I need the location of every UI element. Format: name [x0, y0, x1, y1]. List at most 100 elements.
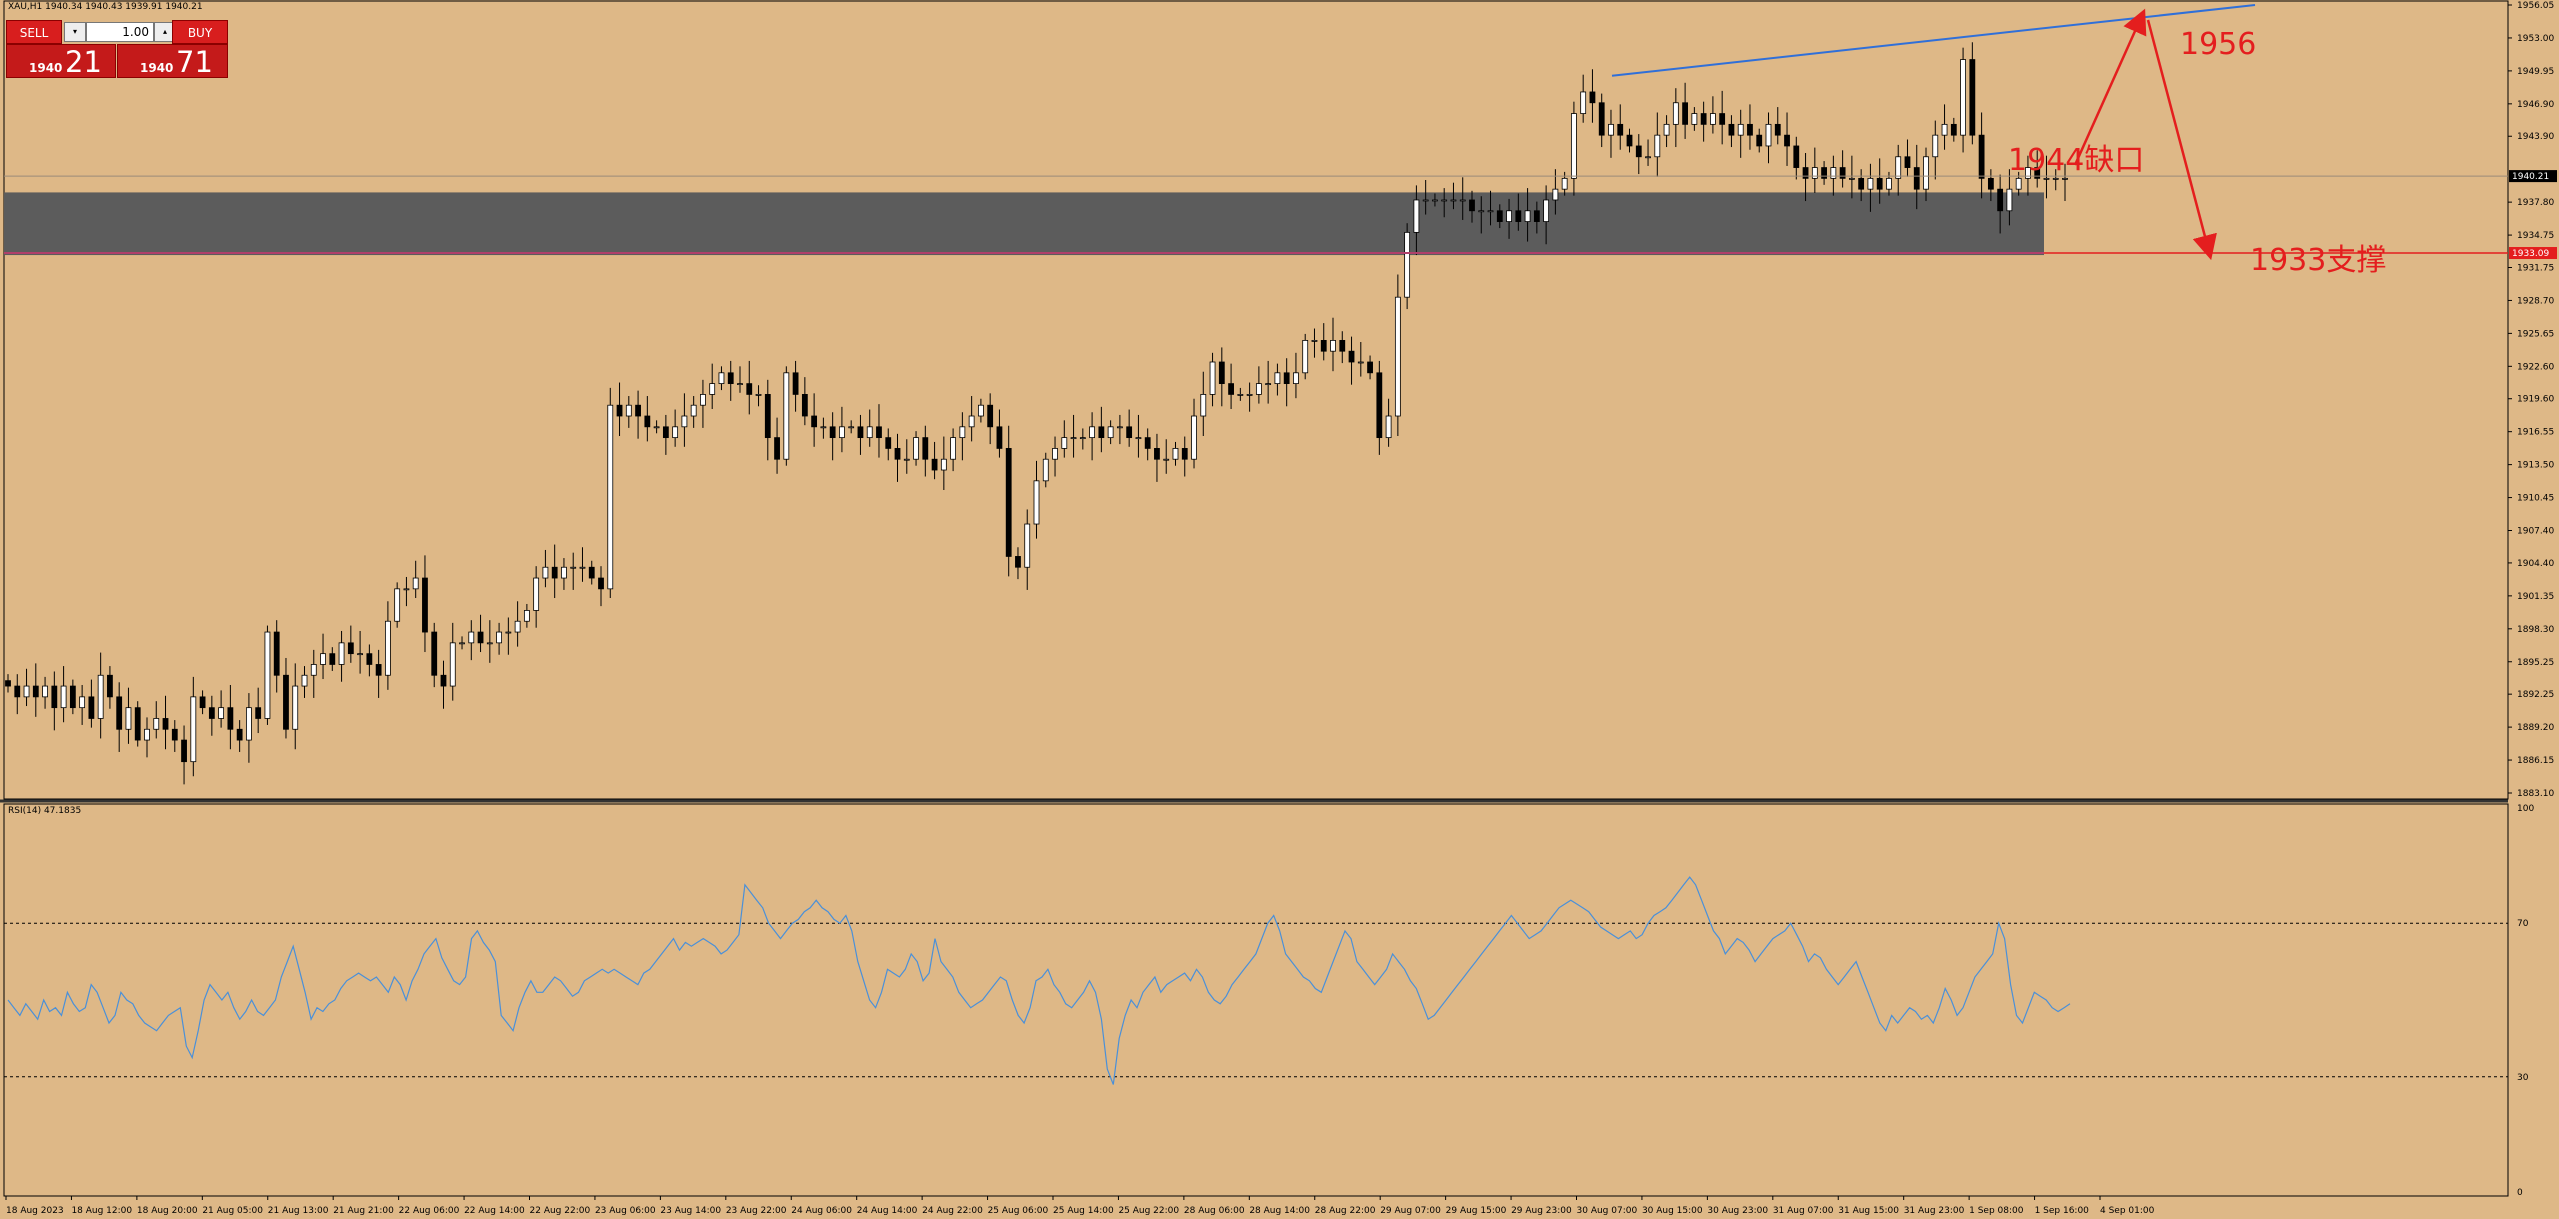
bear-candle-body — [811, 415, 818, 428]
candle — [950, 428, 957, 472]
down-arrow — [2146, 19, 2217, 261]
candle — [171, 720, 178, 752]
candle — [227, 684, 234, 750]
bull-candle-body — [1172, 448, 1179, 460]
time-tick-label: 29 Aug 23:00 — [1511, 1206, 1572, 1216]
bull-candle-body — [1070, 437, 1077, 440]
candle — [88, 679, 95, 728]
candle — [1404, 223, 1411, 310]
price-tick-label: 1895.25 — [2517, 658, 2554, 668]
bull-candle-body — [690, 404, 697, 417]
candle — [653, 420, 660, 434]
bull-candle-body — [1811, 167, 1818, 179]
bear-candle-body — [134, 707, 141, 741]
candle — [885, 428, 892, 461]
bear-candle-body — [1876, 177, 1883, 190]
bull-candle-body — [570, 566, 577, 569]
candle — [42, 676, 48, 709]
bull-candle-body — [1663, 123, 1670, 136]
rsi-label: RSI(14) 47.1835 — [8, 806, 82, 816]
candle — [1228, 363, 1234, 409]
bull-candle-body — [1042, 458, 1049, 482]
lot-decrease-icon[interactable]: ▾ — [64, 22, 86, 42]
bull-candle-body — [357, 653, 363, 656]
candle — [523, 603, 530, 628]
bear-candle-body — [440, 674, 447, 687]
candle — [69, 679, 76, 715]
candle — [1811, 147, 1818, 193]
candle — [1728, 115, 1735, 148]
bull-candle-body — [310, 664, 317, 676]
candle — [236, 720, 243, 752]
candle — [1960, 47, 1966, 153]
candle — [1283, 358, 1290, 407]
candle — [894, 433, 901, 482]
bear-candle-body — [588, 566, 595, 579]
candle — [320, 633, 326, 680]
candle — [329, 647, 336, 671]
candle — [1848, 155, 1855, 199]
bull-candle-body — [1302, 339, 1309, 374]
candle — [459, 636, 465, 650]
candle — [1218, 347, 1225, 407]
bear-candle-body — [551, 566, 558, 579]
ask-price[interactable]: 1940 71 — [117, 44, 228, 79]
bull-candle-body — [1571, 113, 1577, 179]
candle — [1617, 104, 1624, 150]
bid-price[interactable]: 1940 21 — [6, 44, 116, 79]
candle — [1543, 185, 1550, 245]
bear-candle-body — [431, 631, 438, 676]
bull-candle-body — [1580, 91, 1587, 114]
bull-candle-body — [653, 426, 660, 429]
bear-candle-body — [208, 707, 215, 719]
bear-candle-body — [1320, 339, 1327, 352]
bear-candle-body — [1283, 372, 1290, 385]
bull-candle-body — [1765, 123, 1772, 147]
candle — [866, 409, 873, 447]
price-tick-label: 1937.80 — [2517, 198, 2554, 208]
candle — [1061, 420, 1068, 458]
candle — [144, 717, 150, 758]
time-tick-label: 29 Aug 07:00 — [1380, 1206, 1441, 1216]
candle — [366, 644, 373, 677]
candle — [486, 620, 493, 663]
time-tick-label: 22 Aug 06:00 — [399, 1206, 460, 1216]
candle — [1376, 360, 1383, 455]
candle — [1913, 144, 1920, 210]
candle — [440, 660, 447, 709]
candle — [1422, 179, 1429, 215]
bear-candle-body — [32, 685, 39, 698]
bear-candle-body — [774, 437, 780, 460]
candle — [394, 582, 401, 628]
candle — [681, 393, 688, 447]
candle — [959, 412, 966, 461]
lot-size-input[interactable]: 1.00 — [86, 22, 154, 42]
bear-candle-body — [1005, 448, 1012, 557]
bear-candle-body — [1728, 123, 1735, 136]
bear-candle-body — [1617, 123, 1624, 136]
bear-candle-body — [1144, 437, 1151, 449]
candle — [737, 366, 743, 393]
time-tick-label: 21 Aug 21:00 — [333, 1206, 394, 1216]
bear-candle-body — [422, 577, 428, 633]
bull-candle-body — [681, 415, 688, 428]
time-tick-label: 24 Aug 14:00 — [857, 1206, 918, 1216]
time-tick-label: 23 Aug 14:00 — [660, 1206, 721, 1216]
bull-candle-body — [1385, 415, 1392, 439]
current-price-tag-bg — [2509, 170, 2557, 183]
bear-candle-body — [116, 696, 123, 730]
bear-candle-body — [1784, 134, 1790, 147]
bear-candle-body — [273, 631, 280, 676]
buy-button[interactable]: BUY — [172, 20, 228, 44]
bull-candle-body — [709, 383, 716, 395]
bull-candle-body — [459, 642, 465, 645]
bear-candle-body — [1858, 177, 1865, 190]
bull-candle-body — [1052, 448, 1058, 460]
bull-candle-body — [1923, 156, 1929, 190]
candle — [598, 566, 604, 607]
time-tick-label: 30 Aug 15:00 — [1642, 1206, 1703, 1216]
candle — [1691, 107, 1698, 131]
sell-button[interactable]: SELL — [6, 20, 62, 44]
time-tick-label: 18 Aug 2023 — [6, 1206, 64, 1216]
